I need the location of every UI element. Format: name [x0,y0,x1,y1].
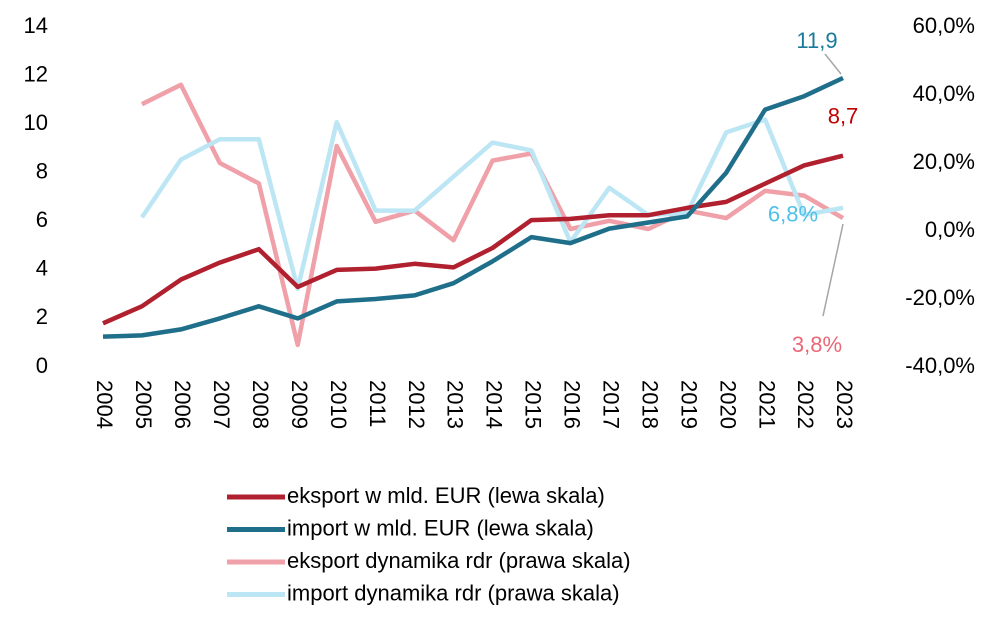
y-tick-label: 2 [36,304,48,329]
y2-tick-label: 20,0% [913,149,975,174]
x-tick-label: 2019 [676,380,701,429]
x-tick-label: 2005 [131,380,156,429]
x-tick-label: 2021 [754,380,779,429]
legend-label: eksport w mld. EUR (lewa skala) [287,483,605,508]
y-tick-label: 10 [24,110,48,135]
y-tick-label: 4 [36,256,48,281]
y2-tick-label: 0,0% [925,217,975,242]
data-label: 11,9 [796,28,837,53]
x-tick-label: 2023 [832,380,857,429]
x-tick-label: 2020 [715,380,740,429]
x-tick-label: 2014 [482,380,507,429]
y-tick-label: 8 [36,159,48,184]
x-tick-label: 2022 [793,380,818,429]
x-tick-label: 2009 [287,380,312,429]
data-label: 8,7 [828,104,859,129]
y2-tick-label: -20,0% [905,285,975,310]
series-line [140,82,845,348]
leader-line [824,53,842,75]
y-tick-label: 12 [24,61,48,86]
y2-tick-label: 60,0% [913,13,975,38]
data-label: 6,8% [768,202,818,227]
x-tick-label: 2017 [599,380,624,429]
x-tick-label: 2011 [365,380,390,427]
x-tick-label: 2008 [248,380,273,429]
y-tick-label: 14 [24,13,48,38]
legend-label: import dynamika rdr (prawa skala) [287,580,620,605]
y-tick-label: 6 [36,207,48,232]
y2-tick-label: -40,0% [905,353,975,378]
series-line [140,117,844,292]
legend-label: eksport dynamika rdr (prawa skala) [287,548,631,573]
y-tick-label: 0 [36,353,48,378]
y2-tick-label: 40,0% [913,81,975,106]
legend-label: import w mld. EUR (lewa skala) [287,515,594,540]
x-tick-label: 2006 [170,380,195,429]
x-tick-label: 2013 [443,380,468,429]
data-label: 3,8% [792,332,842,357]
series-line [102,75,844,339]
x-tick-label: 2007 [209,380,234,429]
x-tick-label: 2012 [404,380,429,429]
x-tick-label: 2015 [521,380,546,429]
x-tick-label: 2018 [637,380,662,429]
x-tick-label: 2010 [326,380,351,429]
x-tick-label: 2004 [92,380,117,429]
series-line [102,153,844,326]
leader-line [822,223,844,317]
x-tick-label: 2016 [560,380,585,429]
